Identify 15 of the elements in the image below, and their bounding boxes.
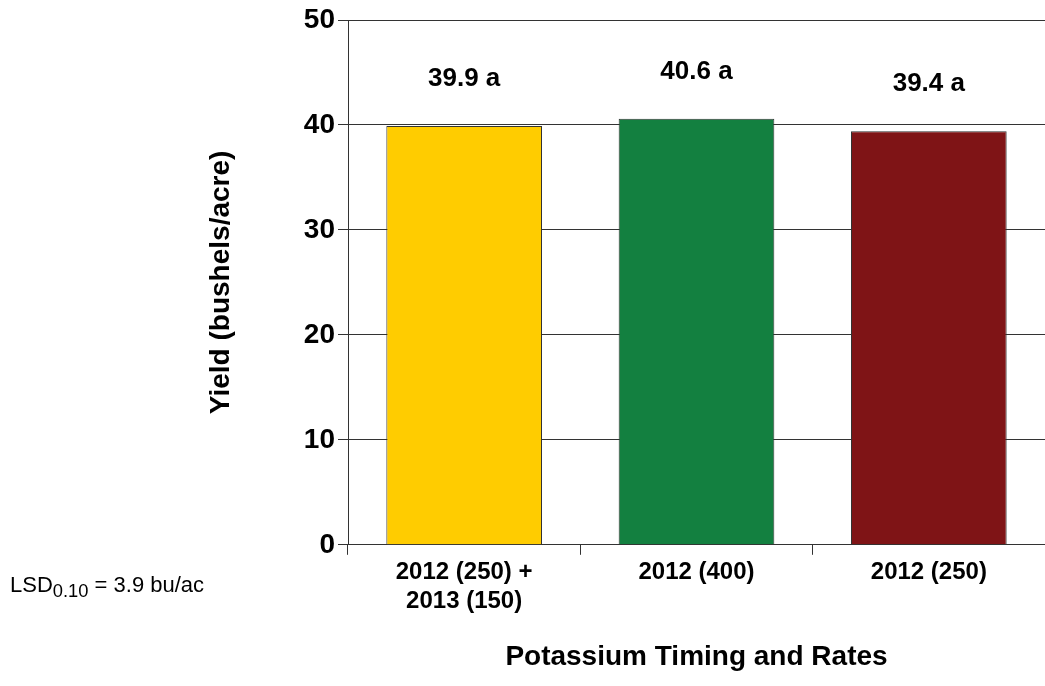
text: LSD$_{0.10}$ = 3.9 bu/ac (10, 572, 205, 603)
y-tick-label: 10 (303, 422, 335, 454)
x-axis-title: Potassium Timing and Rates (505, 639, 888, 671)
data-label: 39.9 a (428, 62, 501, 93)
y-tick-label: 30 (303, 212, 335, 244)
x-tick-label: 2012 (250) + 2013 (150) (395, 556, 533, 613)
y-tick-label: 50 (303, 2, 335, 34)
x-tick-label: 2012 (250) (870, 556, 987, 584)
y-tick-label: 40 (303, 107, 335, 139)
data-label: 40.6 a (660, 54, 734, 85)
x-tick-label: 2012 (400) (638, 556, 755, 584)
y-axis-title: Yield (bushels/acre) (203, 150, 235, 415)
y-tick-label: 0 (319, 527, 335, 559)
y-tick-label: 20 (303, 317, 335, 349)
data-label: 39.4 a (892, 67, 966, 98)
